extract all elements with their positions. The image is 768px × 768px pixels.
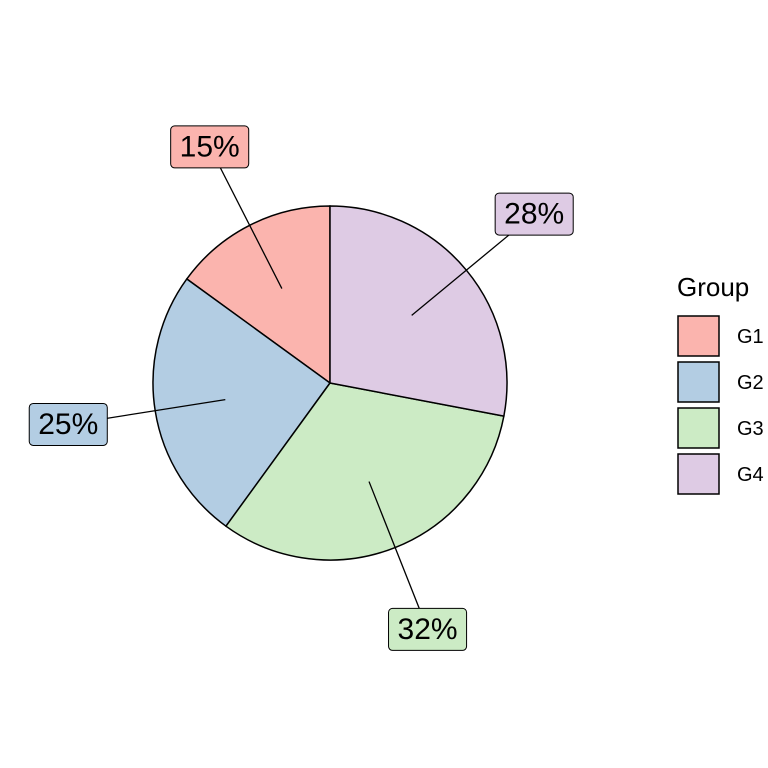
legend-title: Group — [677, 272, 749, 302]
data-label-text: 28% — [504, 198, 564, 231]
data-label-text: 15% — [180, 130, 240, 163]
data-label: 28% — [494, 192, 574, 236]
legend-label: G3 — [737, 418, 764, 440]
data-label: 15% — [170, 125, 250, 169]
label-box — [28, 402, 108, 446]
legend-key — [677, 361, 720, 403]
legend-key — [677, 453, 720, 495]
label-box — [170, 125, 250, 169]
data-label: 25% — [28, 402, 108, 446]
legend-label: G1 — [737, 326, 764, 348]
label-leader — [209, 146, 283, 289]
data-label: 32% — [388, 607, 468, 651]
data-label-text: 32% — [398, 613, 458, 646]
data-label-text: 25% — [38, 408, 98, 441]
legend-label: G2 — [737, 372, 764, 394]
legend-key — [677, 315, 720, 357]
pie-slice — [329, 205, 508, 418]
label-box — [388, 607, 468, 651]
label-box — [494, 192, 574, 236]
legend-key — [677, 407, 720, 449]
label-leader — [368, 481, 429, 630]
legend-label: G4 — [737, 464, 764, 486]
